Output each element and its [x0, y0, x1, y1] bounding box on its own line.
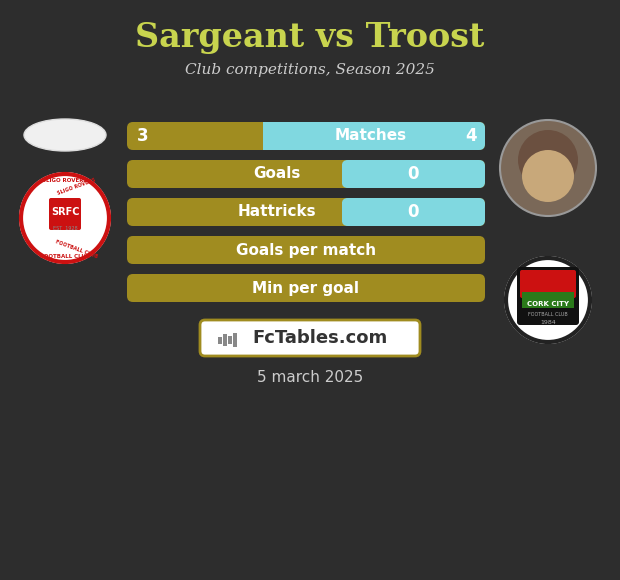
Bar — [257, 122, 263, 150]
Bar — [263, 122, 269, 150]
FancyBboxPatch shape — [49, 198, 81, 230]
Text: FOOTBALL CLUB: FOOTBALL CLUB — [55, 239, 98, 259]
Text: 5 march 2025: 5 march 2025 — [257, 371, 363, 386]
Text: 0: 0 — [408, 165, 419, 183]
Text: Matches: Matches — [334, 129, 407, 143]
Bar — [336, 160, 342, 188]
Circle shape — [500, 120, 596, 216]
Text: FOOTBALL CLUB: FOOTBALL CLUB — [40, 253, 90, 259]
Circle shape — [522, 150, 574, 202]
Text: Min per goal: Min per goal — [252, 281, 360, 295]
FancyBboxPatch shape — [342, 160, 485, 188]
Bar — [228, 336, 232, 344]
Ellipse shape — [24, 119, 106, 151]
Text: Goals per match: Goals per match — [236, 242, 376, 258]
Circle shape — [29, 182, 101, 254]
FancyBboxPatch shape — [127, 236, 485, 264]
Text: CORK CITY: CORK CITY — [527, 301, 569, 307]
FancyBboxPatch shape — [127, 122, 485, 150]
FancyBboxPatch shape — [127, 274, 485, 302]
Text: Hattricks: Hattricks — [238, 205, 317, 219]
Text: SLIGO ROVERS: SLIGO ROVERS — [42, 177, 88, 183]
Text: 0: 0 — [408, 203, 419, 221]
Bar — [223, 335, 227, 346]
Text: 4: 4 — [465, 127, 477, 145]
FancyBboxPatch shape — [127, 160, 485, 188]
FancyBboxPatch shape — [200, 320, 420, 356]
Text: 3: 3 — [137, 127, 149, 145]
FancyBboxPatch shape — [520, 270, 576, 298]
Text: SLIGO ROVERS: SLIGO ROVERS — [56, 177, 96, 196]
Text: SRFC: SRFC — [51, 207, 79, 217]
Text: FcTables.com: FcTables.com — [252, 329, 388, 347]
Circle shape — [19, 172, 111, 264]
FancyBboxPatch shape — [127, 198, 485, 226]
Bar — [233, 333, 237, 347]
Circle shape — [518, 130, 578, 190]
Text: EST  1928: EST 1928 — [53, 226, 78, 230]
Text: 1984: 1984 — [540, 320, 556, 324]
FancyBboxPatch shape — [342, 198, 485, 226]
Bar — [218, 336, 222, 343]
Circle shape — [504, 256, 592, 344]
Bar — [336, 198, 342, 226]
Bar — [522, 292, 574, 308]
Text: FOOTBALL CLUB: FOOTBALL CLUB — [528, 311, 568, 317]
Text: Goals: Goals — [254, 166, 301, 182]
Text: Club competitions, Season 2025: Club competitions, Season 2025 — [185, 63, 435, 77]
FancyBboxPatch shape — [263, 122, 485, 150]
FancyBboxPatch shape — [517, 267, 579, 325]
Text: Sargeant vs Troost: Sargeant vs Troost — [135, 21, 485, 55]
